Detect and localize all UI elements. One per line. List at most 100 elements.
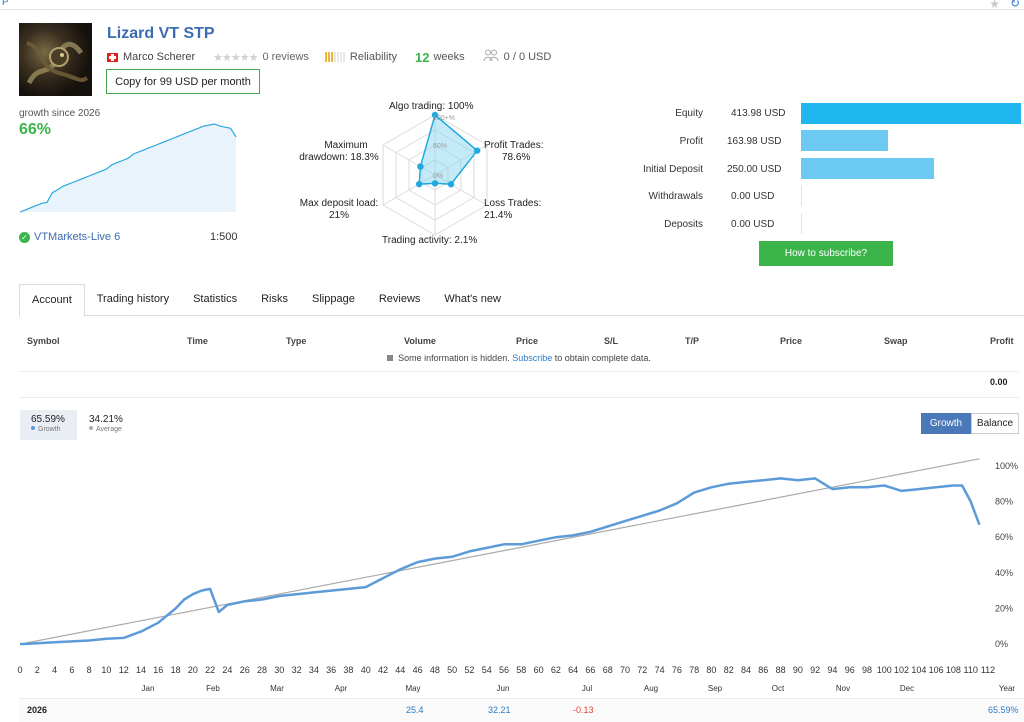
legend-average[interactable]: 34.21% Average xyxy=(89,410,149,440)
subscribe-link[interactable]: Subscribe xyxy=(512,353,553,363)
subscribers-value: 0 / 0 USD xyxy=(503,51,552,63)
x-tick-label: 38 xyxy=(343,665,353,675)
x-tick-label: 50 xyxy=(447,665,457,675)
growth-chart: 0%20%40%60%80%100% 0 2 4 6 8 10 12 14 16 18 20 22 24… xyxy=(17,458,1018,693)
author-name[interactable]: Marco Scherer xyxy=(123,51,196,63)
legend-growth-label: Growth xyxy=(38,426,61,433)
x-tick-label: 20 xyxy=(188,665,198,675)
x-tick-label: 24 xyxy=(222,665,232,675)
refresh-icon[interactable]: ↻ xyxy=(1009,0,1020,10)
x-tick-label: 42 xyxy=(378,665,388,675)
col-price-current[interactable]: Price xyxy=(780,336,803,346)
tab-bar: Account Trading history Statistics Risks… xyxy=(19,284,1024,317)
profit-total: 0.00 xyxy=(990,377,1008,387)
month-label: Jul xyxy=(582,684,592,693)
y-tick-label: 20% xyxy=(995,603,1013,613)
lock-icon xyxy=(387,355,394,361)
month-label: Jan xyxy=(142,684,155,693)
col-time[interactable]: Time xyxy=(187,336,208,346)
average-series-line xyxy=(19,458,980,645)
tab-whats-new[interactable]: What's new xyxy=(444,293,501,305)
x-tick-label: 48 xyxy=(430,665,440,675)
reliability-label: Reliability xyxy=(349,51,397,63)
tab-statistics[interactable]: Statistics xyxy=(193,293,238,305)
top-strip: P ★ ↻ xyxy=(0,0,1024,11)
year-summary-row: 2026 25.4 32.21 -0.13 65.59% xyxy=(19,698,1024,722)
how-to-subscribe-button[interactable]: How to subscribe? xyxy=(759,241,893,266)
x-tick-label: 88 xyxy=(776,665,786,675)
average-dot-icon xyxy=(89,426,93,430)
tab-slippage[interactable]: Slippage xyxy=(312,293,355,305)
top-left-link[interactable]: P xyxy=(2,0,9,8)
x-tick-label: 14 xyxy=(136,665,146,675)
x-tick-label: 110 xyxy=(964,665,978,675)
radar-chart: 100+% 50% 0% Algo trading: 100% Profit T… xyxy=(299,100,570,250)
legend-growth[interactable]: 65.59% Growth xyxy=(20,410,77,440)
table-divider xyxy=(19,371,1019,372)
tab-risks[interactable]: Risks xyxy=(261,293,288,305)
x-tick-label: 12 xyxy=(119,665,129,675)
x-tick-label: 22 xyxy=(205,665,215,675)
col-type[interactable]: Type xyxy=(286,336,307,346)
y-tick-label: 100% xyxy=(995,461,1018,471)
y-tick-label: 40% xyxy=(995,568,1013,578)
jun-value: 32.21 xyxy=(488,705,511,715)
max-deposit-load-label: Max deposit load: 21% xyxy=(299,198,379,221)
x-tick-label: 64 xyxy=(568,665,578,675)
y-tick-label: 80% xyxy=(995,497,1013,507)
col-volume[interactable]: Volume xyxy=(404,336,436,346)
y-tick-label: 60% xyxy=(995,532,1013,542)
col-price-open[interactable]: Price xyxy=(516,336,539,346)
month-label: Year xyxy=(999,684,1016,693)
deposits-bar xyxy=(801,213,802,234)
radar-point-0 xyxy=(431,111,439,119)
x-tick-label: 70 xyxy=(620,665,630,675)
equity-label: Equity xyxy=(675,108,703,119)
x-tick-label: 76 xyxy=(672,665,682,675)
mini-growth-area xyxy=(20,124,236,212)
tab-trading-history[interactable]: Trading history xyxy=(96,293,170,305)
month-label: Dec xyxy=(900,684,914,693)
balance-toggle-button[interactable]: Balance xyxy=(971,413,1019,434)
x-tick-label: 108 xyxy=(946,665,961,675)
verified-check-icon: ✓ xyxy=(19,231,30,243)
hidden-info-note: Some information is hidden. Subscribe to… xyxy=(19,353,1019,363)
broker-server[interactable]: ✓ VTMarkets-Live 6 xyxy=(19,231,120,243)
radar-points xyxy=(415,111,481,188)
growth-toggle-button[interactable]: Growth xyxy=(921,413,971,434)
col-sl[interactable]: S/L xyxy=(604,336,619,346)
mini-growth-line xyxy=(19,123,237,213)
signal-title[interactable]: Lizard VT STP xyxy=(107,25,215,42)
deposits-label: Deposits xyxy=(664,219,703,230)
mini-growth-chart xyxy=(19,123,237,213)
withdrawals-value: 0.00 USD xyxy=(731,191,775,202)
copy-subscribe-button[interactable]: Copy for 99 USD per month xyxy=(106,69,260,94)
reviews-count[interactable]: 0 reviews xyxy=(262,51,309,63)
col-profit[interactable]: Profit xyxy=(990,336,1014,346)
signal-meta-row: Marco Scherer ★★★★★ 0 reviews Reliabilit… xyxy=(107,49,552,65)
signal-avatar xyxy=(19,23,92,96)
weeks-count: 12 xyxy=(415,49,430,65)
x-tick-label: 52 xyxy=(464,665,474,675)
col-tp[interactable]: T/P xyxy=(685,336,700,346)
x-tick-label: 10 xyxy=(101,665,111,675)
radar-ring-label-50: 50% xyxy=(433,143,447,150)
tab-reviews[interactable]: Reviews xyxy=(378,293,421,305)
month-label: Mar xyxy=(270,684,284,693)
x-tick-label: 92 xyxy=(810,665,820,675)
x-tick-label: 2 xyxy=(35,665,40,675)
x-tick-label: 106 xyxy=(929,665,944,675)
jul-value: -0.13 xyxy=(573,705,594,715)
radar-point-1 xyxy=(473,147,481,154)
col-symbol[interactable]: Symbol xyxy=(27,336,60,346)
x-tick-label: 26 xyxy=(240,665,250,675)
radar-polygon xyxy=(418,113,479,186)
equity-value: 413.98 USD xyxy=(731,108,786,119)
favorite-star-icon[interactable]: ★ xyxy=(989,0,1000,11)
tab-account[interactable]: Account xyxy=(19,284,85,317)
x-tick-label: 18 xyxy=(171,665,181,675)
growth-series-line xyxy=(19,477,981,646)
initial-deposit-label: Initial Deposit xyxy=(642,164,703,175)
rating-stars-icon: ★★★★★ xyxy=(213,51,258,64)
col-swap[interactable]: Swap xyxy=(884,336,908,346)
